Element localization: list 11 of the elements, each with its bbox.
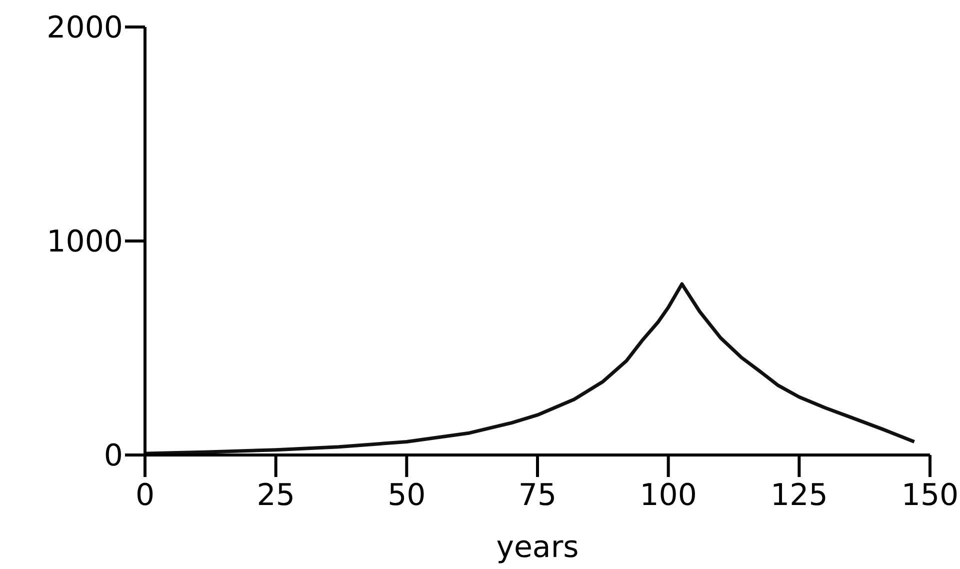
y-tick-label: 2000 [46,10,123,46]
x-tick-label: 75 [518,478,557,513]
x-tick-label: 0 [135,478,155,513]
y-tick-label: 0 [104,438,123,474]
x-axis-title: years [496,530,579,565]
x-tick-label: 150 [901,478,959,513]
x-tick-label: 100 [640,478,697,513]
x-tick-label: 50 [388,478,426,513]
y-tick-label: 1000 [46,224,123,260]
x-tick-label: 125 [770,478,828,513]
x-tick-label: 25 [256,478,295,513]
